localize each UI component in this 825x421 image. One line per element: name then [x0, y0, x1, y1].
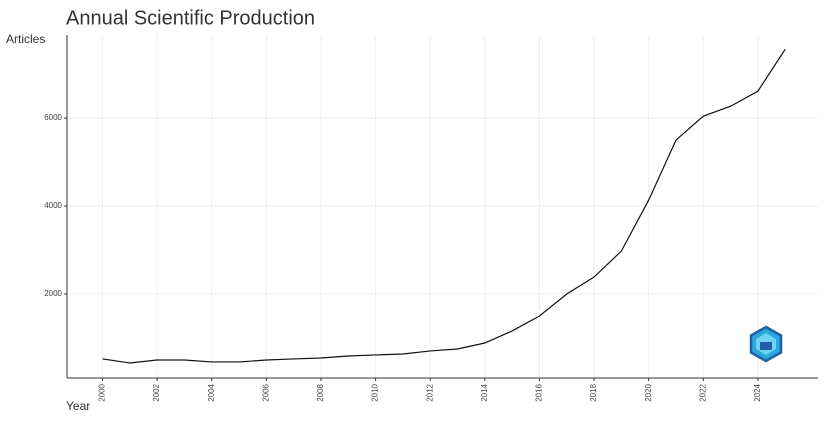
- y-tick-label: 4000: [44, 201, 62, 210]
- chart-title: Annual Scientific Production: [66, 7, 315, 29]
- x-tick-label: 2024: [753, 383, 762, 401]
- x-axis-label: Year: [66, 399, 90, 413]
- grid: [67, 35, 818, 378]
- x-tick-label: 2022: [698, 383, 707, 401]
- x-tick-label: 2002: [152, 383, 161, 401]
- x-tick-label: 2012: [425, 383, 434, 401]
- y-tick-label: 6000: [44, 113, 62, 122]
- logo: [749, 325, 783, 363]
- x-tick-label: 2016: [535, 383, 544, 401]
- x-tick-label: 2004: [207, 383, 216, 401]
- y-tick-label: 2000: [44, 289, 62, 298]
- x-tick-label: 2000: [98, 383, 107, 401]
- x-tick-label: 2008: [316, 383, 325, 401]
- x-tick-label: 2014: [480, 383, 489, 401]
- line: [102, 48, 786, 364]
- x-tick-label: 2018: [589, 383, 598, 401]
- x-tick-label: 2010: [371, 383, 380, 401]
- x-tick-label: 2020: [644, 383, 653, 401]
- y-axis-label: Articles: [6, 32, 45, 46]
- x-tick-label: 2006: [261, 383, 270, 401]
